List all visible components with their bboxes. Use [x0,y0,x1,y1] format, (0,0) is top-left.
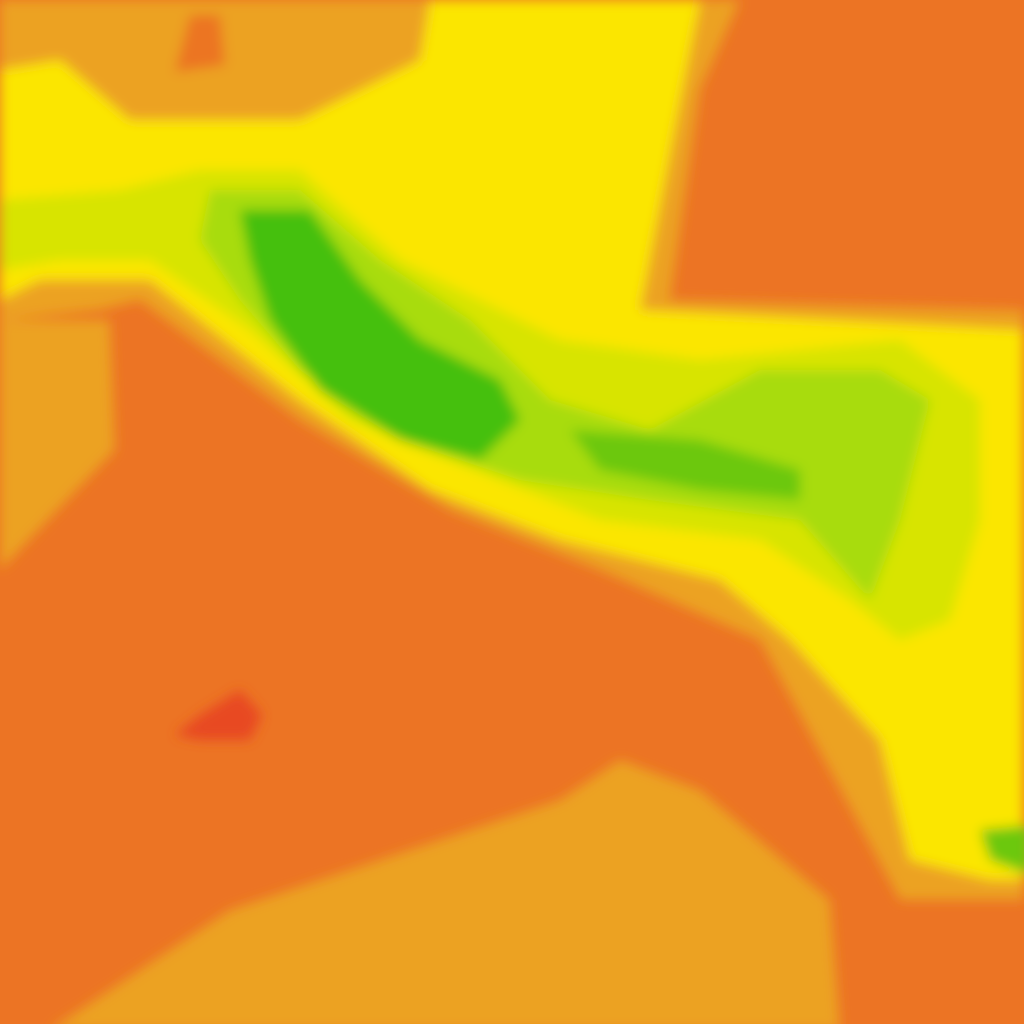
zone-green [240,210,520,460]
zone-green [980,825,1024,873]
zone-dark-orange [175,15,225,72]
zone-green [570,430,800,500]
zone-light-orange [59,760,840,1024]
zone-red [175,690,262,740]
zone-light-orange [0,320,115,570]
zone-light-green [200,190,930,600]
